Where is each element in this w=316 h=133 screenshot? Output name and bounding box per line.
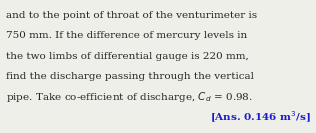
Text: and to the point of throat of the venturimeter is: and to the point of throat of the ventur… bbox=[6, 11, 257, 20]
Text: 750 mm. If the difference of mercury levels in: 750 mm. If the difference of mercury lev… bbox=[6, 31, 247, 40]
Text: [Ans. 0.146 m$^3$/s]: [Ans. 0.146 m$^3$/s] bbox=[210, 110, 311, 125]
Text: the two limbs of differential gauge is 220 mm,: the two limbs of differential gauge is 2… bbox=[6, 52, 248, 61]
Text: pipe. Take co-efficient of discharge, $C_d$ = 0.98.: pipe. Take co-efficient of discharge, $C… bbox=[6, 90, 252, 104]
Text: find the discharge passing through the vertical: find the discharge passing through the v… bbox=[6, 72, 254, 81]
